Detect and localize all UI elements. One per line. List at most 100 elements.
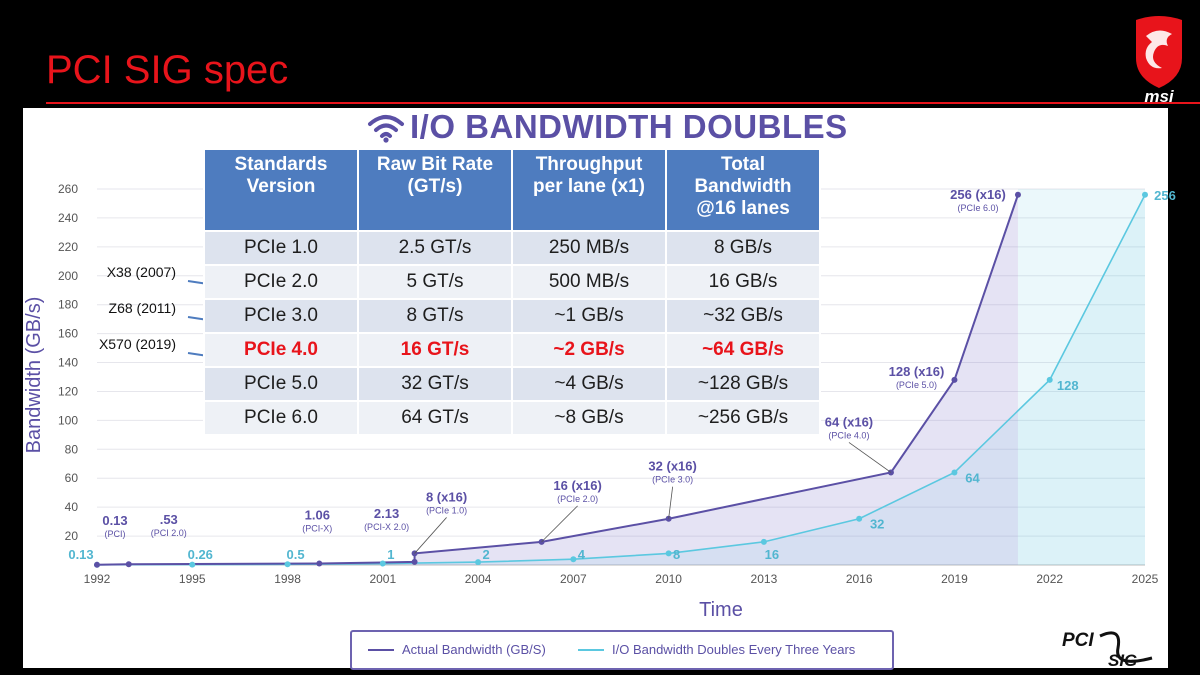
table-row: PCIe 6.0 64 GT/s ~8 GB/s ~256 GB/s (203, 400, 821, 436)
data-sublabel-actual: (PCIe 6.0) (957, 203, 998, 213)
table-cell: 16 GB/s (665, 264, 821, 300)
projection-region (1017, 189, 1145, 565)
data-sublabel-actual: (PCI-X) (302, 523, 332, 533)
data-point-doubling (951, 469, 958, 476)
y-tick-label: 240 (58, 211, 78, 225)
data-label-actual: 128 (x16) (889, 364, 945, 379)
table-cell: PCIe 1.0 (203, 230, 359, 266)
pci-sig-logo-line1: PCI (1062, 630, 1094, 651)
title-divider (46, 102, 1200, 104)
data-sublabel-actual: (PCIe 5.0) (896, 380, 937, 390)
table-row-highlighted: PCIe 4.0 16 GT/s ~2 GB/s ~64 GB/s (203, 332, 821, 368)
data-point-doubling (760, 538, 767, 545)
data-label-doubling: 256 (1154, 188, 1176, 203)
y-tick-label: 220 (58, 240, 78, 254)
y-tick-label: 20 (65, 529, 79, 543)
doubling-area (97, 194, 1145, 566)
table-cell: ~1 GB/s (511, 298, 667, 334)
data-label-doubling: 8 (673, 547, 680, 562)
y-tick-label: 140 (58, 356, 78, 370)
table-cell: PCIe 5.0 (203, 366, 359, 402)
data-label-doubling: 2 (482, 547, 489, 562)
y-tick-label: 100 (58, 413, 78, 427)
data-label-doubling: 64 (965, 470, 980, 485)
wifi-icon (368, 115, 404, 143)
table-cell: ~256 GB/s (665, 400, 821, 436)
data-sublabel-actual: (PCIe 1.0) (426, 505, 467, 515)
chipset-annotation: X570 (2019) (99, 336, 176, 352)
data-label-actual: 8 (x16) (426, 489, 467, 504)
data-point-doubling (665, 550, 672, 557)
legend-swatch-actual (368, 649, 394, 651)
chart-legend: Actual Bandwidth (GB/S) I/O Bandwidth Do… (350, 630, 894, 670)
table-cell: ~8 GB/s (511, 400, 667, 436)
data-label-doubling: 0.26 (188, 547, 213, 562)
table-cell: ~2 GB/s (511, 332, 667, 368)
data-point-doubling (379, 560, 386, 567)
data-sublabel-actual: (PCIe 3.0) (652, 475, 693, 485)
y-tick-label: 60 (65, 471, 79, 485)
data-point-actual (411, 558, 418, 565)
table-cell: 64 GT/s (357, 400, 513, 436)
table-cell: ~128 GB/s (665, 366, 821, 402)
table-cell: PCIe 2.0 (203, 264, 359, 300)
data-point-actual (951, 376, 958, 383)
data-sublabel-actual: (PCI 2.0) (151, 528, 187, 538)
header-throughput: Throughput per lane (x1) (511, 148, 667, 232)
y-tick-label: 200 (58, 269, 78, 283)
data-label-doubling: 32 (870, 517, 884, 532)
label-leader-line (541, 505, 578, 543)
data-point-actual (94, 561, 100, 568)
x-tick-label: 2004 (465, 572, 492, 586)
data-label-actual: 256 (x16) (950, 187, 1006, 202)
header-standards-version: Standards Version (203, 148, 359, 232)
y-tick-label: 120 (58, 384, 78, 398)
data-label-doubling: 4 (578, 547, 586, 562)
data-point-actual (1014, 191, 1021, 198)
header-total-bandwidth: Total Bandwidth @16 lanes (665, 148, 821, 232)
data-sublabel-actual: (PCIe 2.0) (557, 494, 598, 504)
data-point-doubling (284, 561, 291, 568)
data-label-doubling: 0.5 (287, 547, 305, 562)
data-label-actual: 32 (x16) (648, 459, 696, 474)
slide-title: PCI SIG spec (46, 48, 289, 92)
table-row: PCIe 3.0 8 GT/s ~1 GB/s ~32 GB/s (203, 298, 821, 334)
table-cell: 250 MB/s (511, 230, 667, 266)
table-cell: ~32 GB/s (665, 298, 821, 334)
legend-swatch-doubling (578, 649, 604, 651)
table-cell: 32 GT/s (357, 366, 513, 402)
data-point-doubling (856, 515, 863, 522)
pci-sig-logo-line2: SIG (1108, 651, 1137, 670)
chart-heading: I/O BANDWIDTH DOUBLES (340, 108, 900, 148)
x-tick-label: 1998 (274, 572, 301, 586)
data-point-actual (316, 560, 323, 567)
msi-logo: msi (1136, 16, 1182, 104)
x-tick-label: 2001 (369, 572, 396, 586)
y-axis-title: Bandwidth (GB/s) (23, 297, 45, 454)
pci-sig-logo: PCI SIG (1062, 630, 1153, 670)
data-label-actual: 0.13 (102, 513, 127, 528)
x-tick-label: 2022 (1036, 572, 1063, 586)
label-leader-line (414, 517, 447, 554)
chart-title: I/O BANDWIDTH DOUBLES (410, 108, 848, 145)
series-line-actual (96, 194, 1019, 566)
chipset-annotation: Z68 (2011) (109, 300, 176, 316)
table-row: PCIe 2.0 5 GT/s 500 MB/s 16 GB/s (203, 264, 821, 300)
data-point-doubling (570, 556, 577, 563)
data-point-doubling (189, 561, 196, 568)
y-tick-label: 180 (58, 298, 78, 312)
label-leader-line (668, 486, 674, 519)
table-header-row: Standards Version Raw Bit Rate (GT/s) Th… (203, 148, 821, 232)
table-row: PCIe 1.0 2.5 GT/s 250 MB/s 8 GB/s (203, 230, 821, 266)
table-cell: 2.5 GT/s (357, 230, 513, 266)
y-tick-label: 160 (58, 327, 78, 341)
msi-logo-text: msi (1144, 87, 1175, 104)
table-cell: 8 GT/s (357, 298, 513, 334)
data-label-doubling: 0.13 (68, 547, 93, 562)
table-cell: ~64 GB/s (665, 332, 821, 368)
data-label-doubling: 128 (1057, 378, 1079, 393)
legend-label-doubling: I/O Bandwidth Doubles Every Three Years (612, 642, 856, 657)
x-tick-label: 2007 (560, 572, 587, 586)
data-sublabel-actual: (PCI) (105, 529, 126, 539)
data-label-doubling: 1 (387, 547, 394, 562)
